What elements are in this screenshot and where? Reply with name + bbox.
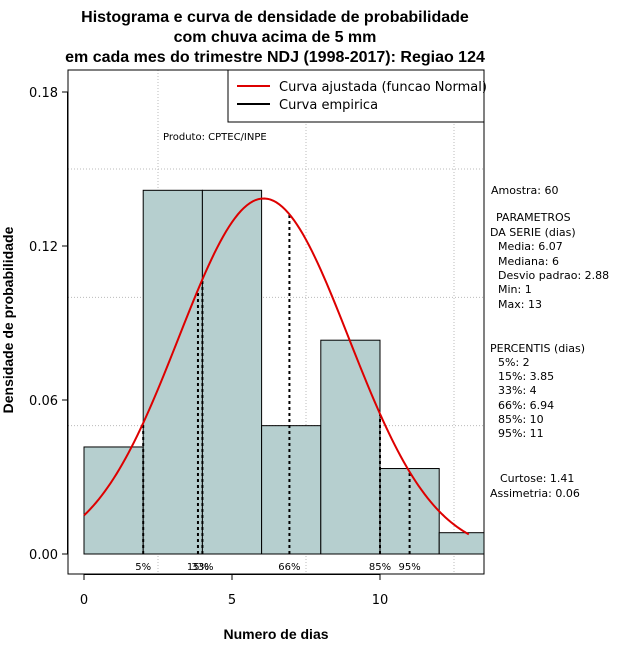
chart-title-line-1: Histograma e curva de densidade de proba… xyxy=(81,9,469,26)
fit-curve xyxy=(83,197,470,536)
fit-curve-layer xyxy=(83,197,470,536)
histogram-bar xyxy=(438,532,485,555)
stats-percentile: 5%: 2 xyxy=(498,356,530,369)
legend-label-fit: Curva ajustada (funcao Normal) xyxy=(279,80,487,95)
stats-param: Media: 6.07 xyxy=(498,240,563,253)
chart-title-line-2: com chuva acima de 5 mm xyxy=(174,29,377,46)
x-tick-label: 10 xyxy=(372,593,389,608)
x-axis-label: Numero de dias xyxy=(223,626,328,642)
percentile-marker-label: 85% xyxy=(369,562,391,573)
stats-param: Mediana: 6 xyxy=(498,255,559,268)
histogram-bars xyxy=(83,189,485,555)
stats-sample: Amostra: 60 xyxy=(491,184,558,197)
stats-params-subheading: DA SERIE (dias) xyxy=(490,226,576,239)
stats-params-heading: PARAMETROS xyxy=(496,211,571,224)
histogram-bar xyxy=(142,189,203,555)
histogram-bar xyxy=(201,189,263,555)
stats-curtose: Curtose: 1.41 xyxy=(500,472,574,485)
percentile-marker-label: 95% xyxy=(398,562,420,573)
y-tick-label: 0.06 xyxy=(29,394,58,409)
percentile-marker-label: 5% xyxy=(135,562,151,573)
y-tick-label: 0.18 xyxy=(29,86,58,101)
percentile-lines: 5% 15%33% 66% 85% 95% xyxy=(135,214,421,573)
stats-percentile: 33%: 4 xyxy=(498,384,537,397)
histogram-bar xyxy=(83,446,144,555)
percentile-marker-label: 15% xyxy=(187,562,209,573)
stats-percentile: 85%: 10 xyxy=(498,413,544,426)
stats-percentile: 95%: 11 xyxy=(498,427,544,440)
stats-percentiles-heading: PERCENTIS (dias) xyxy=(490,342,585,355)
chart-title-line-3: em cada mes do trimestre NDJ (1998-2017)… xyxy=(65,49,485,66)
stats-param: Max: 13 xyxy=(498,298,542,311)
product-annotation: Produto: CPTEC/INPE xyxy=(163,132,267,143)
stats-panel: Amostra: 60 PARAMETROS DA SERIE (dias) M… xyxy=(490,184,609,500)
stats-assimetria: Assimetria: 0.06 xyxy=(490,487,580,500)
x-tick-label: 0 xyxy=(80,593,88,608)
stats-param: Desvio padrao: 2.88 xyxy=(498,269,609,282)
legend-box xyxy=(227,69,485,123)
y-tick-label: 0.00 xyxy=(29,548,58,563)
y-tick-label: 0.12 xyxy=(29,240,58,255)
legend-label-empirical: Curva empirica xyxy=(279,98,378,113)
stats-percentile: 15%: 3.85 xyxy=(498,370,554,383)
stats-percentile: 66%: 6.94 xyxy=(498,399,554,412)
stats-param: Min: 1 xyxy=(498,283,532,296)
percentile-marker-label: 33% xyxy=(191,562,213,573)
x-tick-label: 5 xyxy=(228,593,236,608)
histogram-bar xyxy=(261,425,322,555)
y-axis-label: Densidade de probabilidade xyxy=(0,226,16,413)
legend: Curva ajustada (funcao Normal) Curva emp… xyxy=(227,69,487,123)
histogram-bar xyxy=(320,339,381,555)
percentile-marker-label: 66% xyxy=(278,562,300,573)
